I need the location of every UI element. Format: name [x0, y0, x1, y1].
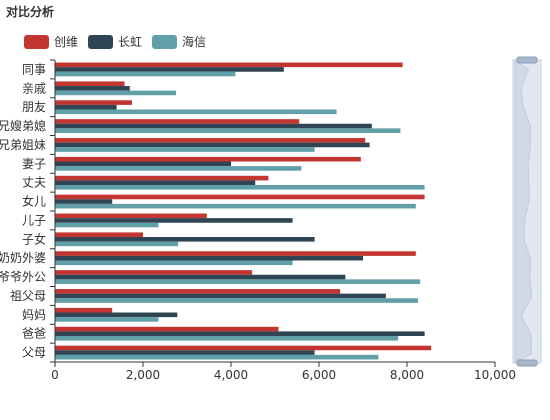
- bar-14-0[interactable]: [55, 81, 125, 87]
- bar-2-2[interactable]: [55, 317, 159, 322]
- bar-9-2[interactable]: [55, 184, 425, 190]
- bar-6-1[interactable]: [55, 237, 315, 242]
- bar-13-1[interactable]: [55, 104, 117, 110]
- bar-10-0[interactable]: [55, 156, 361, 162]
- category-label-10: 妻子: [22, 157, 46, 171]
- bar-15-2[interactable]: [55, 71, 236, 77]
- datazoom-data-shadow: [514, 59, 533, 364]
- bar-4-1[interactable]: [55, 274, 346, 280]
- bar-9-1[interactable]: [55, 180, 256, 185]
- bar-10-1[interactable]: [55, 161, 231, 167]
- bar-1-1[interactable]: [55, 331, 425, 336]
- legend-item-2[interactable]: 海信: [152, 33, 206, 50]
- bar-9-0[interactable]: [55, 175, 269, 181]
- x-tick-label-5: 10,000: [474, 368, 516, 382]
- bar-3-2[interactable]: [55, 298, 418, 303]
- legend: 创维 长虹 海信: [24, 33, 206, 50]
- bar-15-1[interactable]: [55, 67, 284, 72]
- bar-5-2[interactable]: [55, 260, 293, 266]
- bar-6-0[interactable]: [55, 232, 143, 238]
- bar-1-0[interactable]: [55, 326, 279, 332]
- bar-14-1[interactable]: [55, 86, 130, 91]
- chart-title: 对比分析: [6, 5, 55, 19]
- bar-12-1[interactable]: [55, 123, 372, 129]
- bar-1-2[interactable]: [55, 335, 399, 341]
- bar-0-0[interactable]: [55, 345, 432, 351]
- bar-0-2[interactable]: [55, 354, 379, 360]
- legend-item-1[interactable]: 长虹: [88, 33, 142, 50]
- datazoom-handle-bottom[interactable]: [516, 359, 538, 367]
- bar-6-2[interactable]: [55, 241, 179, 247]
- category-label-0: 父母: [22, 346, 46, 360]
- category-label-2: 妈妈: [22, 308, 46, 322]
- bar-12-0[interactable]: [55, 119, 300, 124]
- bar-15-0[interactable]: [55, 62, 403, 68]
- bar-5-1[interactable]: [55, 255, 363, 261]
- x-tick-label-3: 6,000: [302, 368, 336, 382]
- category-label-14: 亲戚: [22, 81, 46, 95]
- category-label-9: 丈夫: [22, 176, 46, 190]
- bar-3-1[interactable]: [55, 293, 386, 299]
- x-tick-label-1: 2,000: [126, 368, 160, 382]
- category-label-13: 朋友: [22, 100, 46, 114]
- legend-item-0[interactable]: 创维: [24, 33, 78, 50]
- category-label-11: 兄弟姐妹: [0, 138, 46, 152]
- x-tick-label-0: 0: [51, 368, 59, 382]
- bar-10-2[interactable]: [55, 166, 302, 171]
- legend-label-0: 创维: [54, 35, 79, 49]
- bar-8-1[interactable]: [55, 199, 113, 204]
- legend-label-2: 海信: [182, 35, 207, 49]
- x-tick-label-2: 4,000: [214, 368, 248, 382]
- bar-7-1[interactable]: [55, 218, 293, 223]
- bar-3-0[interactable]: [55, 289, 341, 294]
- datazoom-handle-top[interactable]: [516, 56, 538, 64]
- bar-5-0[interactable]: [55, 251, 416, 256]
- legend-swatch-2: [152, 34, 178, 49]
- bar-14-2[interactable]: [55, 90, 176, 96]
- bar-2-1[interactable]: [55, 312, 178, 318]
- bar-12-2[interactable]: [55, 128, 401, 133]
- bar-4-2[interactable]: [55, 279, 421, 284]
- legend-label-1: 长虹: [118, 35, 143, 49]
- bar-11-1[interactable]: [55, 142, 370, 148]
- bar-7-0[interactable]: [55, 213, 207, 219]
- bar-7-2[interactable]: [55, 222, 159, 228]
- category-label-8: 女儿: [22, 194, 46, 209]
- x-tick-label-4: 8,000: [390, 368, 424, 382]
- bar-8-2[interactable]: [55, 203, 416, 209]
- legend-swatch-0: [24, 34, 49, 49]
- bar-2-0[interactable]: [55, 307, 113, 313]
- category-label-4: 爷爷外公: [0, 270, 46, 284]
- category-label-1: 爸爸: [22, 327, 46, 341]
- bar-8-0[interactable]: [55, 194, 425, 200]
- category-label-12: 兄嫂弟媳: [0, 118, 46, 133]
- bar-11-0[interactable]: [55, 138, 366, 143]
- bar-11-2[interactable]: [55, 147, 315, 152]
- category-label-7: 儿子: [22, 213, 46, 227]
- category-label-3: 祖父母: [10, 288, 46, 303]
- category-label-5: 奶奶外婆: [0, 251, 46, 265]
- bar-13-0[interactable]: [55, 100, 132, 105]
- legend-swatch-1: [88, 34, 114, 49]
- bar-4-0[interactable]: [55, 270, 253, 275]
- bar-13-2[interactable]: [55, 109, 337, 115]
- bar-0-1[interactable]: [55, 350, 315, 355]
- category-label-15: 同事: [22, 62, 46, 76]
- category-label-6: 子女: [22, 231, 46, 246]
